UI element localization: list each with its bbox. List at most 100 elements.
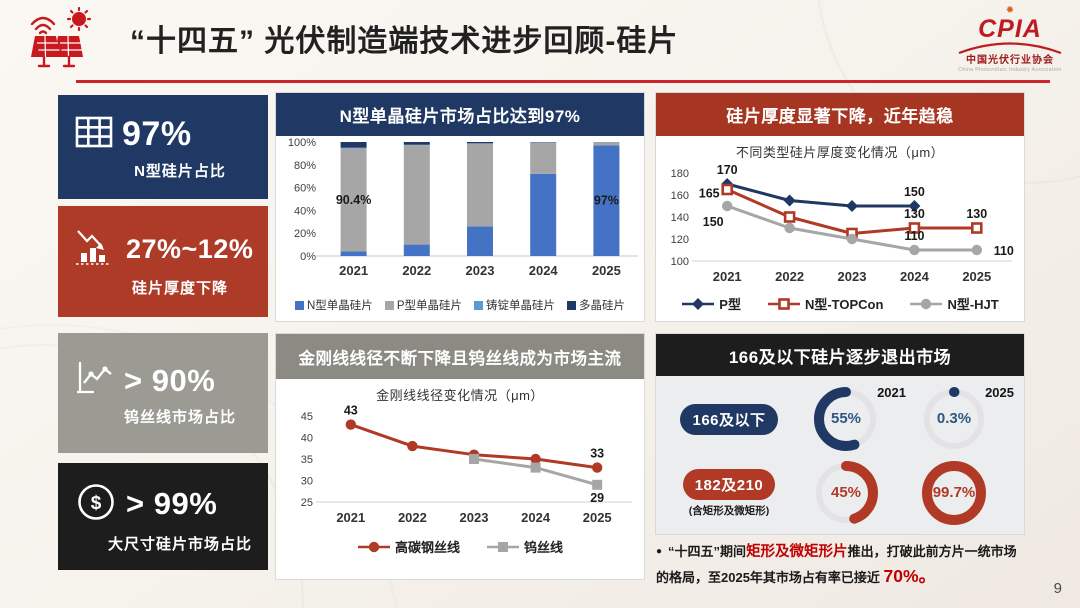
svg-text:150: 150: [703, 215, 724, 229]
panel-title-thickness: 硅片厚度显著下降，近年趋稳: [656, 93, 1024, 136]
stat-label: N型硅片占比: [134, 163, 226, 180]
legend-item: P型: [681, 294, 741, 313]
svg-text:2021: 2021: [713, 269, 742, 284]
stat-label: 大尺寸硅片市场占比: [107, 535, 252, 553]
panel-wire: 金刚线线径不断下降且钨丝线成为市场主流 金刚线线径变化情况（μm） 25 30 35…: [275, 333, 645, 580]
footnote-segment: 70%。: [883, 566, 937, 587]
svg-text:$: $: [91, 493, 102, 514]
legend-item: N型-TOPCon: [767, 294, 883, 313]
svg-text:35: 35: [301, 454, 313, 466]
legend-item: 铸锭单晶硅片: [473, 297, 555, 313]
donut-value: 55%: [830, 410, 862, 427]
svg-text:43: 43: [344, 404, 358, 418]
donut-chart: 45%: [792, 457, 900, 529]
cpia-acronym: CPIA: [978, 15, 1042, 43]
stat-card: 27%~12% 硅片厚度下降: [58, 206, 268, 317]
svg-text:140: 140: [671, 212, 689, 224]
stat-card: $ > 99% 大尺寸硅片市场占比: [58, 463, 268, 570]
wire-chart-legend: 高碳钢丝线 钨丝线: [276, 537, 644, 556]
stat-value: 27%~12%: [126, 233, 254, 264]
grid-icon: [74, 113, 114, 156]
thickness-line-chart: 100 120 140 160 180 2021 2022 2023 2024 2025 170 15…: [656, 161, 1024, 292]
svg-text:160: 160: [671, 190, 689, 202]
stat-card: 97% N型硅片占比: [58, 95, 268, 199]
svg-text:2022: 2022: [402, 263, 431, 278]
panel-n-type-share: N型单晶硅片市场占比达到97% 0% 20% 40% 60% 80% 100% 2021 20…: [275, 92, 645, 322]
stat-label: 钨丝线市场占比: [123, 409, 236, 426]
svg-text:100: 100: [671, 256, 689, 268]
wafer-size-row: 182及210 (含矩形及微矩形) 45% 99.7%: [666, 456, 1016, 530]
header-divider: [76, 80, 1050, 83]
donut-value: 99.7%: [932, 484, 976, 501]
size-category-pill: 182及210: [682, 468, 776, 500]
stat-value: 97%: [122, 115, 192, 153]
stacked-bar-chart: 0% 20% 40% 60% 80% 100% 2021 2022 2023 2024 2025 90…: [276, 136, 644, 295]
cpia-org-subtext: China Photovoltaic Industry Association: [958, 67, 1062, 73]
declining-bars-icon: [74, 226, 118, 273]
size-category-pill: 166及以下: [680, 403, 778, 435]
page-title: “十四五” 光伏制造端技术进步回顾-硅片: [130, 25, 679, 58]
svg-text:2024: 2024: [900, 269, 930, 284]
svg-text:180: 180: [671, 168, 689, 180]
svg-text:2025: 2025: [592, 263, 621, 278]
svg-text:97%: 97%: [594, 194, 619, 208]
wire-chart-subtitle: 金刚线线径变化情况（μm）: [376, 388, 544, 403]
swoosh-arc: [958, 42, 1062, 55]
svg-text:2023: 2023: [838, 269, 867, 284]
panel-title-wire: 金刚线线径不断下降且钨丝线成为市场主流: [276, 334, 644, 379]
svg-text:2021: 2021: [339, 263, 368, 278]
bullet-icon: ●: [656, 546, 663, 557]
svg-text:170: 170: [717, 163, 738, 177]
cpia-org-name: 中国光伏行业协会: [966, 55, 1054, 66]
footnote-segment: “十四五”期间: [668, 544, 747, 559]
legend-item: N型-HJT: [909, 294, 999, 313]
svg-text:30: 30: [301, 476, 313, 488]
svg-text:29: 29: [590, 491, 604, 505]
svg-text:25: 25: [301, 497, 313, 509]
donut-year-label: 2021: [877, 385, 906, 400]
legend-item: N型单晶硅片: [295, 297, 373, 313]
line-chart-icon: [74, 359, 116, 402]
svg-text:80%: 80%: [294, 160, 316, 172]
svg-text:2024: 2024: [529, 263, 559, 278]
footnote-segment: 矩形及微矩形片: [746, 544, 848, 560]
wafer-size-row: 166及以下 55% 2021 0.3% 2025: [666, 382, 1016, 456]
legend-item: 高碳钢丝线: [357, 537, 460, 556]
panel-title-wafer-size: 166及以下硅片逐步退出市场: [656, 334, 1024, 376]
wafer-size-donuts: 166及以下 55% 2021 0.3% 2025 182及210 (含矩形及微矩形) 45%…: [656, 376, 1024, 534]
svg-text:40%: 40%: [294, 205, 316, 217]
panel-thickness: 硅片厚度显著下降，近年趋稳 不同类型硅片厚度变化情况（μm） 100 120 140…: [655, 92, 1025, 322]
svg-text:20%: 20%: [294, 228, 316, 240]
legend-item: P型单晶硅片: [384, 297, 462, 313]
svg-text:60%: 60%: [294, 183, 316, 195]
svg-text:2023: 2023: [466, 263, 495, 278]
svg-text:120: 120: [671, 234, 689, 246]
page-number: 9: [1053, 580, 1062, 597]
donut-year-label: 2025: [985, 385, 1014, 400]
donut-value: 45%: [830, 484, 862, 501]
svg-text:0%: 0%: [300, 251, 316, 263]
svg-text:2022: 2022: [398, 510, 427, 525]
stat-card: > 90% 钨丝线市场占比: [58, 333, 268, 453]
svg-text:2025: 2025: [583, 510, 612, 525]
stat-value: > 90%: [124, 362, 216, 398]
svg-text:150: 150: [904, 185, 925, 199]
svg-text:33: 33: [590, 447, 604, 461]
svg-text:110: 110: [994, 244, 1014, 258]
svg-text:110: 110: [904, 229, 924, 243]
donut-chart: 0.3% 2025: [900, 383, 1014, 455]
sun-burst-icon: ✹: [1005, 5, 1015, 16]
donut-chart: 99.7%: [900, 457, 1008, 529]
svg-text:45: 45: [301, 411, 313, 423]
footnote: ● “十四五”期间矩形及微矩形片推出，打破此前方片一统市场的格局，至2025年其市…: [656, 541, 1028, 591]
svg-text:130: 130: [904, 207, 925, 221]
stat-label: 硅片厚度下降: [131, 279, 228, 297]
svg-text:2025: 2025: [962, 269, 991, 284]
wire-line-chart: 25 30 35 40 45 2021 2022 2023 2024 2025 43 33 29: [276, 404, 644, 535]
panel-title-n-type: N型单晶硅片市场占比达到97%: [276, 93, 644, 136]
legend-item: 钨丝线: [486, 537, 563, 556]
donut-chart: 55% 2021: [792, 383, 906, 455]
bar-chart-legend: N型单晶硅片 P型单晶硅片 铸锭单晶硅片 多晶硅片: [276, 297, 644, 313]
donut-value: 0.3%: [936, 410, 972, 427]
